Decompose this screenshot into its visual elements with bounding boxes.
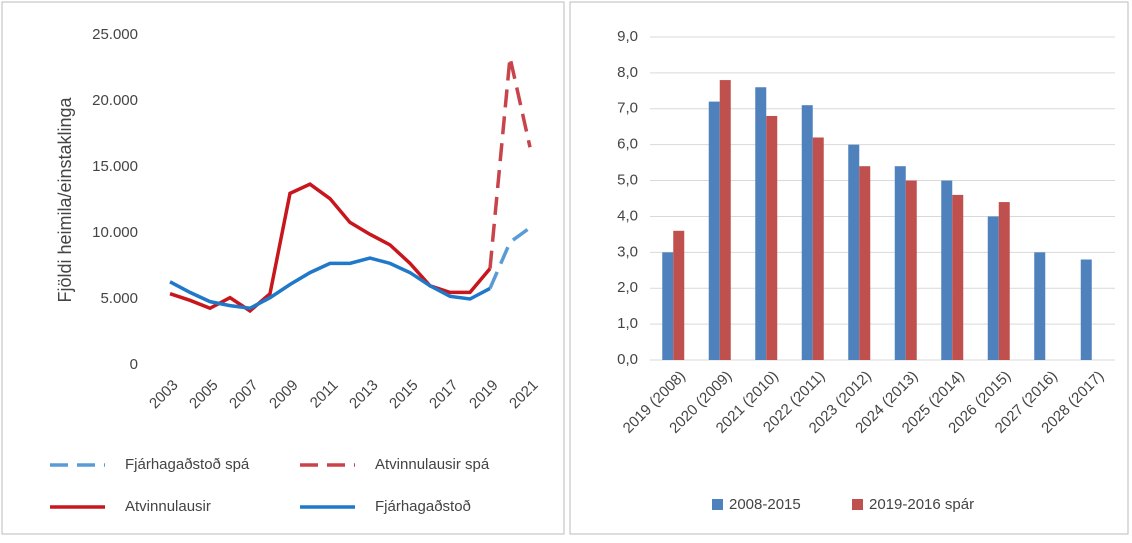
y-tick-label: 0,0 <box>617 351 638 368</box>
y-tick-label: 5.000 <box>100 290 138 307</box>
x-tick-label: 2011 <box>307 377 342 412</box>
x-tick-label: 2019 <box>466 377 502 413</box>
legend-swatch <box>712 499 723 510</box>
y-tick-label: 10.000 <box>92 224 138 241</box>
bar <box>941 180 953 360</box>
legend-label: 2019-2016 spár <box>869 496 974 513</box>
bar <box>848 144 860 360</box>
y-tick-label: 2,0 <box>617 279 638 296</box>
bar <box>662 252 674 360</box>
x-tick-label: 2003 <box>146 377 182 413</box>
bar <box>755 87 767 360</box>
x-tick-label: 2005 <box>186 377 222 413</box>
right-panel <box>569 1 1129 535</box>
y-tick-label: 20.000 <box>92 92 138 109</box>
legend-label: Atvinnulausir spá <box>375 456 490 473</box>
bar <box>987 216 999 360</box>
y-tick-label: 3,0 <box>617 243 638 260</box>
x-tick-label: 2015 <box>386 377 422 413</box>
y-tick-label: 0 <box>130 356 138 373</box>
data-line <box>169 256 491 311</box>
y-tick-label: 6,0 <box>617 136 638 153</box>
x-tick-label: 2009 <box>266 377 302 413</box>
left-panel <box>1 1 565 535</box>
x-tick-label: 2021 <box>506 377 542 413</box>
bar <box>998 202 1010 360</box>
bar <box>1034 252 1046 360</box>
y-tick-label: 4,0 <box>617 207 638 224</box>
legend-label: Fjárhagaðstoð <box>375 498 471 515</box>
y-tick-label: 9,0 <box>617 28 638 45</box>
legend-label: Atvinnulausir <box>125 498 211 515</box>
data-line <box>488 226 532 290</box>
y-tick-label: 5,0 <box>617 172 638 189</box>
y-tick-label: 8,0 <box>617 64 638 81</box>
y-tick-label: 25.000 <box>92 26 138 43</box>
data-line <box>488 57 532 269</box>
bar <box>708 101 720 360</box>
bar <box>952 194 964 360</box>
bar <box>812 137 824 360</box>
bar <box>1080 259 1092 360</box>
y-tick-label: 15.000 <box>92 158 138 175</box>
legend-label: Fjárhagaðstoð spá <box>125 456 250 473</box>
bar <box>905 180 917 360</box>
y-tick-label: 1,0 <box>617 315 638 332</box>
x-tick-label: 2007 <box>226 377 262 413</box>
legend-label: 2008-2015 <box>729 496 801 513</box>
bar <box>894 166 906 360</box>
bar <box>766 115 778 360</box>
bar <box>719 80 731 361</box>
y-tick-label: 7,0 <box>617 100 638 117</box>
bar <box>859 166 871 360</box>
x-tick-label: 2013 <box>346 377 382 413</box>
bar <box>673 230 685 360</box>
bar <box>801 105 813 360</box>
y-axis-title: Fjöldi heimila/einstaklinga <box>55 96 75 302</box>
x-tick-label: 2017 <box>426 377 462 413</box>
legend-swatch <box>852 499 863 510</box>
